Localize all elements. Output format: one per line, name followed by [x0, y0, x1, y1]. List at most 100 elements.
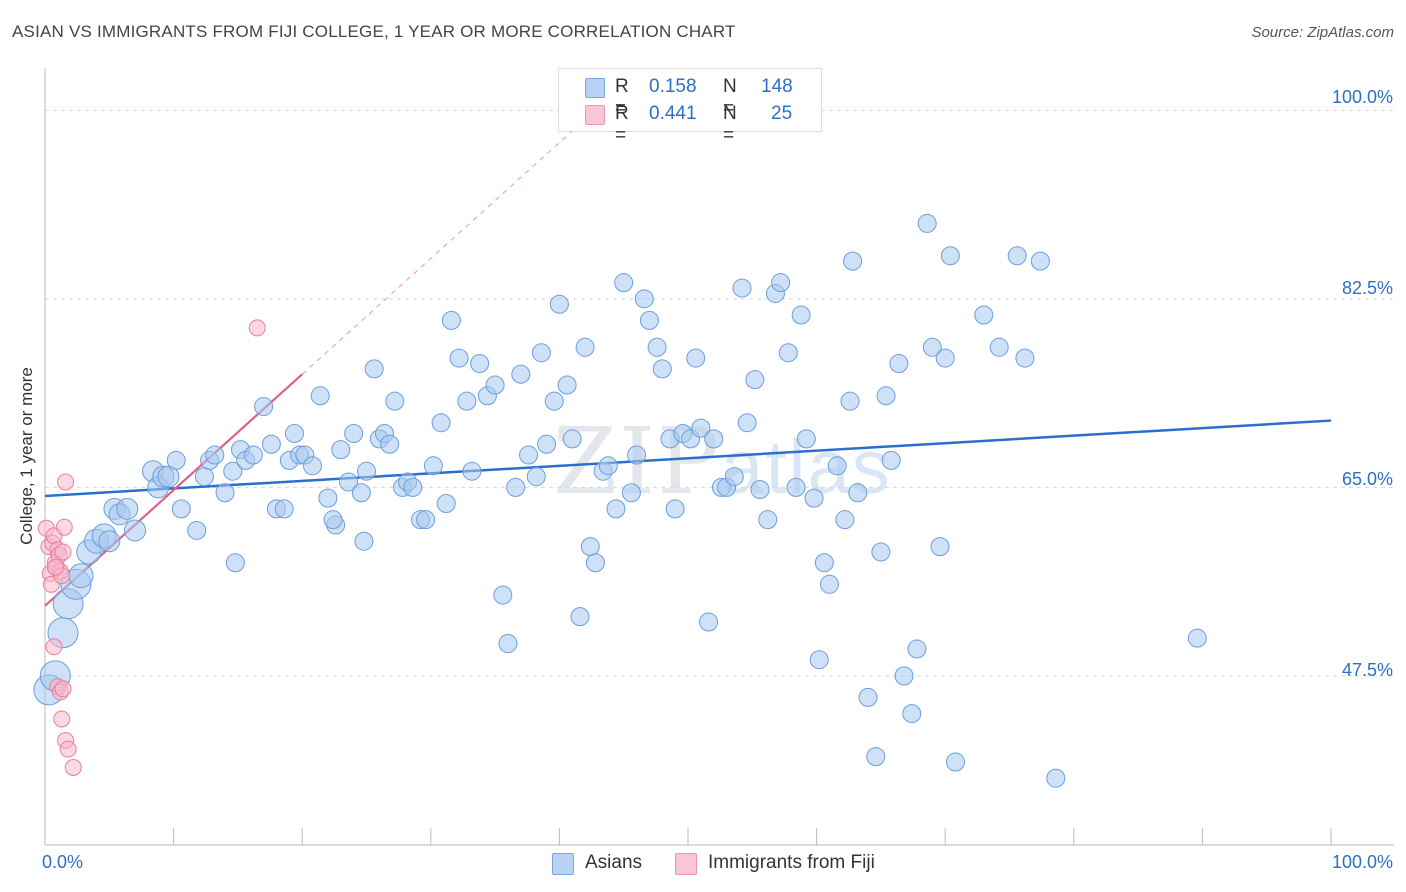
asian-point-104 [732, 278, 752, 298]
asian-point-77 [557, 375, 577, 395]
fiji-legend-swatch [675, 853, 697, 875]
asian-point-79 [570, 607, 590, 627]
r-label: R = [615, 103, 629, 146]
y-tick-label-82-5: 82.5% [1341, 278, 1393, 298]
asian-point-71 [519, 445, 539, 465]
asian-point-103 [724, 467, 744, 487]
asian-point-120 [835, 510, 855, 530]
asian-point-62 [457, 391, 477, 411]
asian-point-35 [284, 423, 304, 443]
asian-point-43 [338, 472, 358, 492]
asian-point-33 [274, 499, 294, 519]
asian-point-69 [506, 477, 526, 497]
n-label: N = [723, 103, 737, 146]
asian-point-45 [351, 483, 371, 503]
asian-point-91 [647, 337, 667, 357]
asian-point-146 [323, 510, 343, 530]
asian-point-19 [171, 499, 191, 519]
asian-point-18 [166, 450, 186, 470]
asian-point-125 [866, 747, 886, 767]
asian-point-73 [531, 343, 551, 363]
asian-point-38 [302, 456, 322, 476]
asian-point-84 [598, 456, 618, 476]
n-value-asians: 148 [761, 76, 793, 97]
asian-point-143 [1030, 251, 1050, 271]
asian-point-145 [1187, 628, 1207, 648]
asian-point-89 [634, 289, 654, 309]
asian-point-20 [187, 520, 207, 540]
asian-point-92 [652, 359, 672, 379]
asian-point-99 [699, 612, 719, 632]
asians-legend-label: Asians [585, 852, 643, 873]
asian-point-46 [357, 461, 376, 481]
asian-point-42 [331, 440, 351, 460]
fiji-point-24 [46, 558, 64, 576]
asian-point-115 [804, 488, 824, 508]
asian-point-57 [423, 456, 443, 476]
asian-point-76 [549, 294, 569, 314]
y-tick-label-100: 100.0% [1331, 87, 1393, 107]
source-credit: Source: ZipAtlas.com [1251, 24, 1394, 41]
asian-point-50 [380, 434, 400, 454]
n-label: N = [723, 76, 737, 119]
asian-point-100 [704, 429, 724, 449]
r-value-asians: 0.158 [649, 76, 697, 97]
fiji-point-18 [53, 710, 71, 728]
asian-point-108 [758, 510, 778, 530]
asian-point-13 [124, 519, 147, 542]
asian-point-118 [819, 574, 839, 594]
r-value-fiji: 0.441 [649, 103, 697, 124]
fiji-point-19 [54, 680, 72, 698]
asian-point-112 [786, 477, 806, 497]
asian-point-29 [243, 445, 263, 465]
asian-point-139 [974, 305, 994, 325]
asian-point-64 [470, 353, 490, 373]
asian-point-40 [318, 488, 338, 508]
asian-point-67 [493, 585, 513, 605]
asian-point-131 [902, 704, 922, 724]
asian-point-26 [225, 553, 245, 573]
asian-point-121 [840, 391, 860, 411]
asian-point-133 [917, 213, 937, 233]
asian-point-25 [223, 461, 243, 481]
asian-point-135 [930, 537, 950, 557]
asian-point-119 [827, 456, 847, 476]
asian-point-122 [843, 251, 863, 271]
y-tick-label-65: 65.0% [1341, 469, 1393, 489]
asian-point-75 [544, 391, 564, 411]
asian-point-110 [771, 273, 791, 293]
asian-point-147 [354, 531, 374, 551]
asian-point-66 [485, 375, 505, 395]
asian-point-56 [416, 510, 436, 530]
asian-point-141 [1007, 246, 1027, 266]
asian-point-5 [68, 563, 94, 589]
asian-point-114 [796, 429, 816, 449]
asian-point-21 [194, 467, 214, 487]
data-points [33, 213, 1207, 788]
asian-point-117 [814, 553, 834, 573]
fiji-point-22 [64, 758, 82, 776]
asian-point-24 [215, 483, 235, 503]
asian-point-144 [1046, 768, 1066, 788]
asian-point-23 [205, 445, 225, 465]
asian-point-106 [745, 370, 765, 390]
asian-point-98 [691, 418, 711, 438]
fiji-point-21 [59, 740, 77, 758]
asian-point-134 [922, 337, 942, 357]
r-label: R = [615, 76, 629, 119]
fiji-swatch [585, 105, 605, 125]
asian-point-58 [431, 413, 451, 433]
fiji-point-15 [45, 638, 63, 656]
asian-point-130 [894, 666, 914, 686]
asian-point-17 [157, 465, 180, 488]
asian-point-80 [575, 337, 595, 357]
asian-point-44 [344, 423, 364, 443]
asian-point-105 [737, 413, 757, 433]
asian-point-86 [614, 273, 634, 293]
asian-point-137 [940, 246, 960, 266]
fiji-trend-extension [301, 109, 596, 375]
asian-point-82 [585, 553, 605, 573]
fiji-point-14 [57, 473, 75, 491]
fiji-legend-label: Immigrants from Fiji [708, 852, 875, 873]
